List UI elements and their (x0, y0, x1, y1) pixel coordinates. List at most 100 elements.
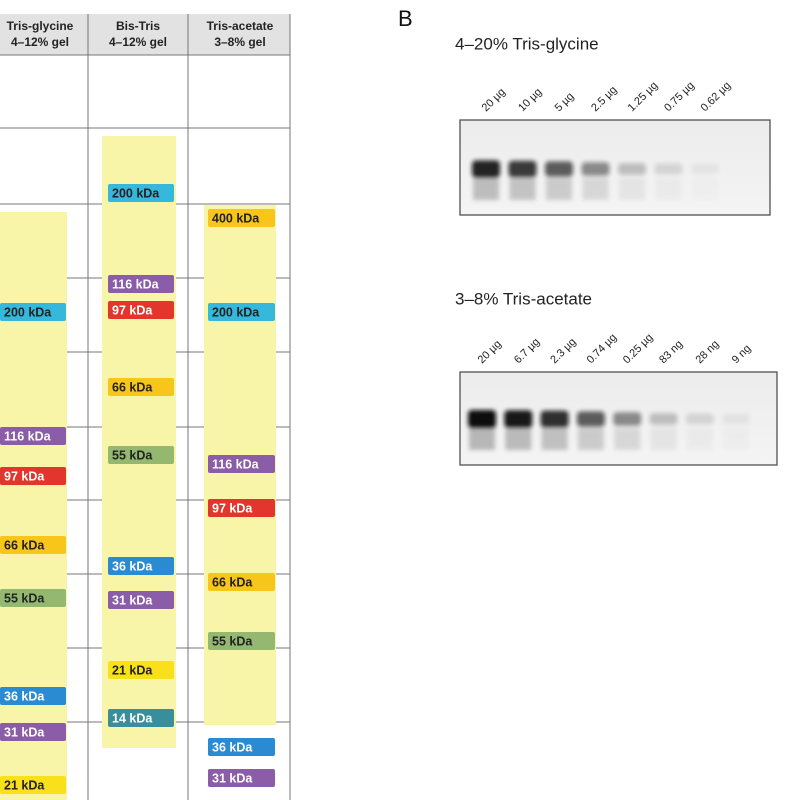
marker-label: 14 kDa (112, 711, 153, 725)
gel (459, 119, 771, 216)
gel-strip (102, 136, 176, 748)
gel-band (581, 162, 610, 176)
gel-band (468, 410, 496, 428)
marker-label: 66 kDa (112, 380, 153, 394)
lane-label: 0.62 µg (699, 80, 734, 115)
marker-band (0, 467, 66, 485)
marker-band (208, 738, 275, 756)
gel-band (472, 160, 500, 178)
gel-smear (469, 428, 495, 450)
marker-label: 31 kDa (212, 771, 253, 785)
lane-label: 83 ng (657, 338, 685, 366)
gel-band (685, 413, 714, 425)
lane-label: 2.5 µg (589, 84, 619, 114)
marker-label: 200 kDa (4, 305, 52, 319)
marker-label: 55 kDa (112, 448, 153, 462)
marker-label: 31 kDa (4, 725, 45, 739)
header-bg (0, 14, 290, 55)
gel-smear (656, 178, 682, 200)
marker-label: 97 kDa (4, 469, 45, 483)
gel-band (654, 163, 683, 175)
gel-smear (687, 428, 713, 450)
gel-band (545, 161, 573, 177)
panel-b: 4–20% Tris-glycine 20 µg 10 µg 5 µg 2.5 µg 1.… (455, 34, 778, 466)
gel-band (613, 412, 642, 426)
marker-band (0, 776, 66, 794)
column-header: 4–12% gel (11, 35, 69, 49)
lane-label: 20 µg (480, 86, 508, 114)
marker-label: 31 kDa (112, 593, 153, 607)
marker-label: 21 kDa (112, 663, 153, 677)
marker-band (108, 591, 174, 609)
marker-band (108, 378, 174, 396)
marker-band (108, 184, 174, 202)
marker-label: 97 kDa (212, 501, 253, 515)
marker-band (208, 499, 275, 517)
marker-band (108, 557, 174, 575)
lane-label: 0.75 µg (662, 80, 697, 115)
marker-band (208, 303, 275, 321)
lane-label: 0.74 µg (585, 332, 620, 367)
marker-band (208, 209, 275, 227)
column-header: 3–8% gel (214, 35, 265, 49)
marker-label: 36 kDa (4, 689, 45, 703)
marker-label: 36 kDa (212, 740, 253, 754)
marker-band (108, 709, 174, 727)
column-header: Tris-acetate (207, 19, 274, 33)
gel-band (691, 163, 719, 175)
gel-smear (650, 428, 677, 450)
column-header: Tris-glycine (7, 19, 74, 33)
marker-band (108, 301, 174, 319)
marker-band (108, 275, 174, 293)
gel-smear (541, 428, 568, 450)
marker-band (0, 589, 66, 607)
gel-smear (509, 178, 536, 200)
marker-label: 200 kDa (212, 305, 260, 319)
gel-smear (546, 178, 572, 200)
marker-band (208, 455, 275, 473)
column-header: Bis-Tris (116, 19, 160, 33)
lane-label: 1.25 µg (626, 80, 661, 115)
marker-band (0, 536, 66, 554)
lane-label: 28 ng (693, 338, 721, 366)
marker-label: 116 kDa (112, 277, 160, 291)
gel-smear (723, 428, 749, 450)
marker-label: 55 kDa (212, 634, 253, 648)
gel-band (504, 410, 533, 428)
gel-band (576, 411, 605, 427)
gel-band (540, 410, 569, 428)
marker-label: 116 kDa (4, 429, 52, 443)
marker-band (0, 303, 66, 321)
gel-smear (614, 428, 641, 450)
marker-label: 97 kDa (112, 303, 153, 317)
marker-band (0, 723, 66, 741)
column-header: 4–12% gel (109, 35, 167, 49)
marker-label: 66 kDa (212, 575, 253, 589)
gel-smear (577, 428, 604, 450)
lane-label: 6.7 µg (512, 336, 542, 366)
gel-smear (619, 178, 645, 200)
gel-smear (582, 178, 609, 200)
gel-band (649, 413, 678, 425)
gel-band (722, 413, 751, 425)
gel-title: 3–8% Tris-acetate (455, 289, 592, 308)
lane-label: 0.25 µg (621, 332, 656, 367)
marker-band (108, 446, 174, 464)
panel-a: Tris-glycine 4–12% gel 200 kDa 116 kDa 97 kD… (0, 14, 291, 800)
lane-label: 9 ng (730, 343, 754, 367)
lane-label: 10 µg (516, 86, 544, 114)
marker-label: 116 kDa (212, 457, 260, 471)
marker-band (208, 573, 275, 591)
marker-label: 400 kDa (212, 211, 260, 225)
lane-label: 5 µg (553, 90, 577, 114)
marker-band (108, 661, 174, 679)
gel-smear (505, 428, 532, 450)
marker-band (208, 632, 275, 650)
marker-band (0, 687, 66, 705)
gel-band (618, 163, 646, 175)
lane-label: 2.3 µg (548, 336, 578, 366)
marker-label: 200 kDa (112, 186, 160, 200)
lane-label: 20 µg (476, 338, 504, 366)
marker-band (0, 427, 66, 445)
